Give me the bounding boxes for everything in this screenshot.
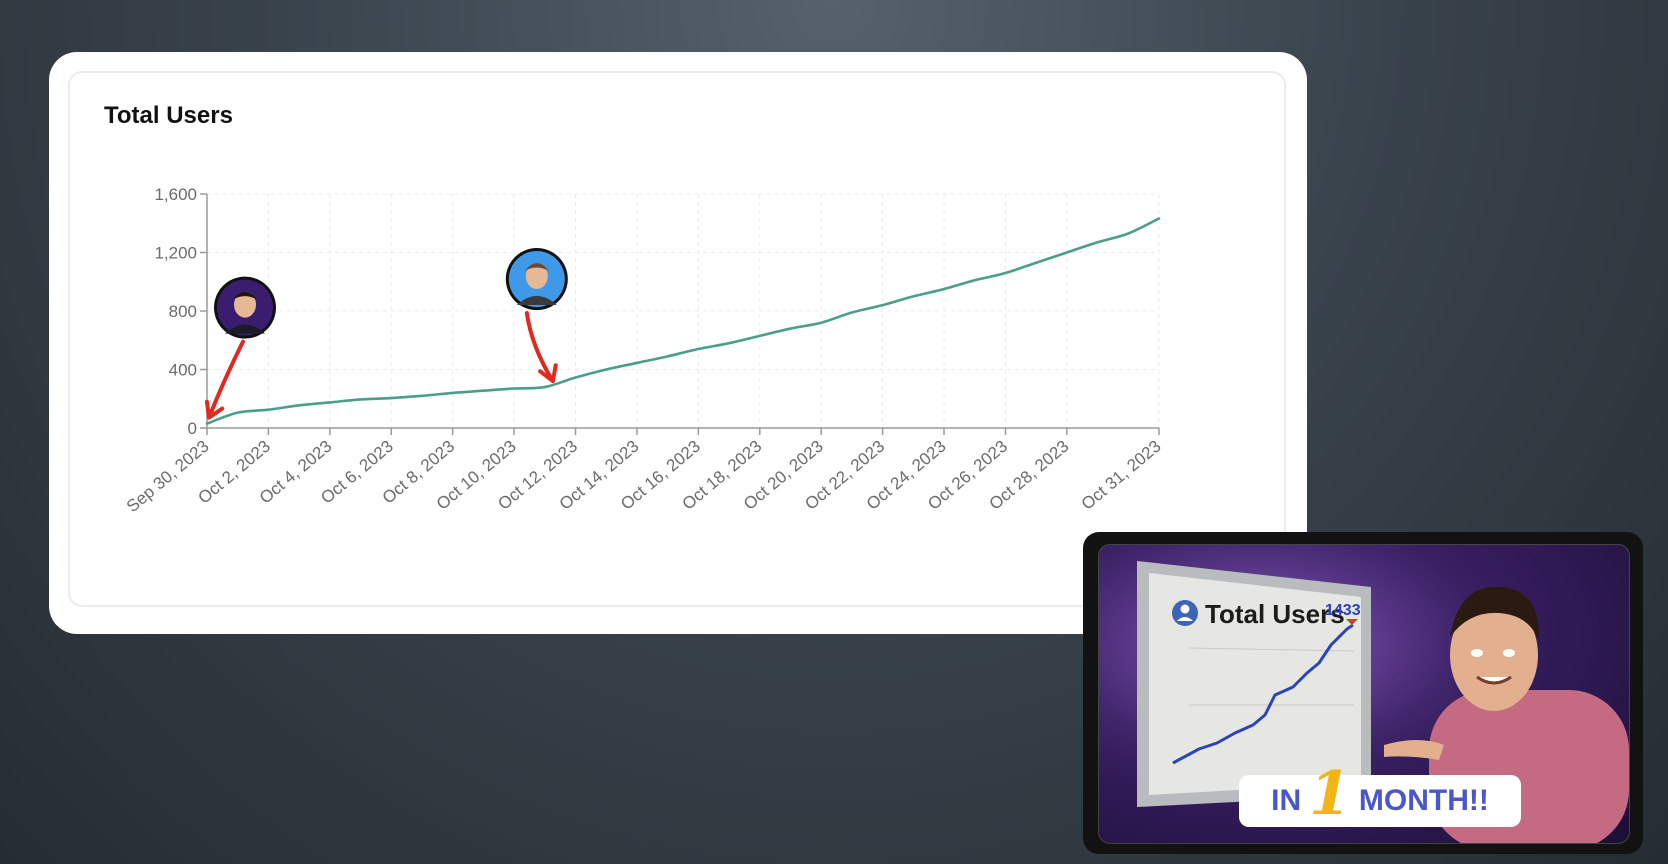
board-title: Total Users <box>1205 599 1345 629</box>
arrow-head <box>204 399 225 420</box>
annotation-avatar-1 <box>204 276 276 420</box>
annotation-avatar-2 <box>505 248 568 384</box>
badge-number: 1 <box>1309 759 1351 829</box>
chart-board: Total Users 1433 <box>1137 561 1371 807</box>
y-tick-label: 1,600 <box>154 185 197 204</box>
arrow-shaft <box>524 311 555 384</box>
badge-suffix: MONTH!! <box>1358 784 1489 817</box>
avatar-shoulders <box>225 324 265 334</box>
arrow-shaft <box>207 339 245 420</box>
y-tick-label: 1,200 <box>154 244 197 263</box>
y-tick-label: 800 <box>169 302 197 321</box>
axes <box>200 193 1160 435</box>
x-tick-label: Sep 30, 2023 <box>123 437 213 517</box>
board-value: 1433 <box>1325 602 1361 619</box>
badge-prefix: IN <box>1271 784 1302 817</box>
annotations <box>204 248 568 420</box>
y-tick-label: 400 <box>169 361 197 380</box>
in-one-month-badge: IN 1 MONTH!! <box>1239 764 1521 827</box>
grid-lines <box>207 193 1160 428</box>
chart-card-border <box>68 71 1286 607</box>
y-tick-labels: 0 400 800 1,200 1,600 <box>154 185 197 438</box>
chart-card: Total Users 0 400 800 1,200 1,600 Sep 30, 20… <box>49 52 1307 634</box>
thumbnail-frame: Total Users 1433 IN 1 MONTH!! <box>1098 544 1630 844</box>
x-tick-label: Oct 31, 2023 <box>1078 437 1165 514</box>
avatar-shoulders <box>516 296 557 306</box>
avatar-face <box>234 291 256 318</box>
video-thumbnail[interactable]: Total Users 1433 IN 1 MONTH!! <box>1083 532 1643 854</box>
avatar-hair <box>233 291 257 300</box>
chart-title: Total Users <box>104 102 233 129</box>
avatar-face <box>525 263 548 290</box>
arrow-head <box>538 363 558 384</box>
y-tick-label: 0 <box>188 419 197 438</box>
avatar-hair <box>524 263 549 272</box>
series-line-total-users <box>205 217 1161 425</box>
